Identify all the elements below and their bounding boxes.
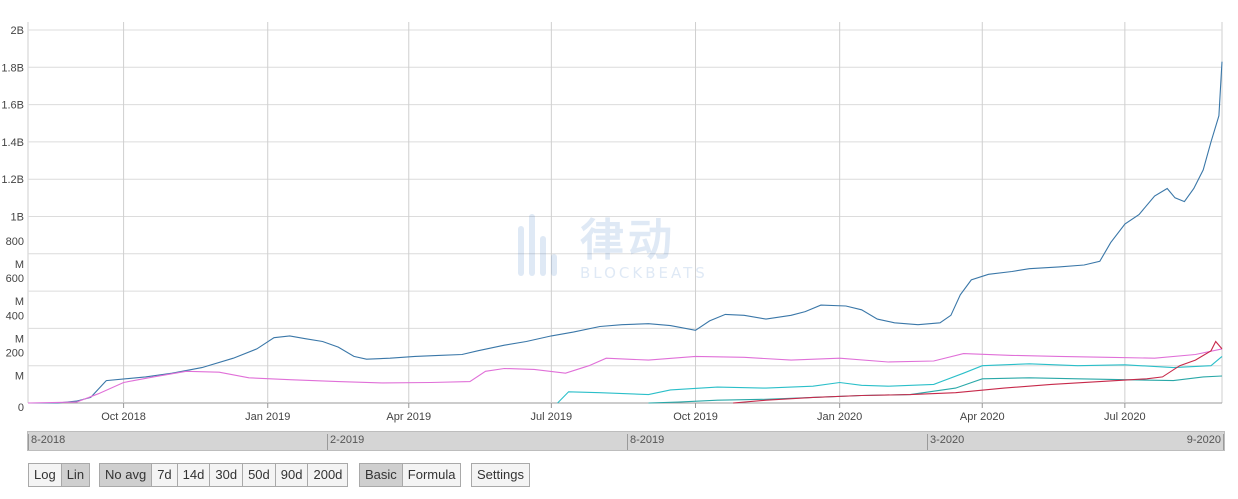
blockbeats-watermark-logo: 律动 BLOCKBEATS bbox=[518, 210, 728, 282]
y-axis-ticks: 0 200 M 400 M 600 M 800 M 1B 1.2B 1.4B 1.6B 1.8B 2B bbox=[1, 25, 24, 414]
settings-button[interactable]: Settings bbox=[471, 463, 530, 487]
x-tick-label: Apr 2019 bbox=[386, 411, 431, 423]
x-tick-label: Jul 2019 bbox=[531, 411, 573, 423]
y-tick-label: 1.2B bbox=[1, 174, 24, 186]
y-tick-label: 1.6B bbox=[1, 100, 24, 112]
watermark-cn: 律动 bbox=[580, 215, 676, 266]
avg-7d-button[interactable]: 7d bbox=[151, 463, 178, 487]
y-tick-label: 200 M bbox=[6, 348, 24, 383]
no-avg-button[interactable]: No avg bbox=[99, 463, 153, 487]
navigator-label: 8-2018 bbox=[28, 434, 65, 450]
average-toggle: No avg 7d 14d 30d 50d 90d 200d bbox=[99, 463, 349, 487]
log-scale-button[interactable]: Log bbox=[28, 463, 62, 487]
watermark-en: BLOCKBEATS bbox=[580, 264, 708, 282]
x-tick-label: Jul 2020 bbox=[1104, 411, 1146, 423]
x-tick-label: Jan 2020 bbox=[817, 411, 862, 423]
y-tick-label: 600 M bbox=[6, 273, 24, 308]
navigator-label: 2-2019 bbox=[327, 434, 364, 450]
avg-14d-button[interactable]: 14d bbox=[176, 463, 211, 487]
x-tick-label: Apr 2020 bbox=[960, 411, 1005, 423]
series-line-3 bbox=[557, 355, 1223, 404]
y-tick-label: 0 bbox=[18, 402, 24, 414]
y-tick-label: 1.4B bbox=[1, 137, 24, 149]
y-tick-label: 800 M bbox=[6, 236, 24, 271]
series-line-5 bbox=[733, 340, 1223, 404]
navigator-label: 3-2020 bbox=[927, 434, 964, 450]
watermark-bars-icon bbox=[518, 214, 560, 276]
series-line-4 bbox=[648, 375, 1223, 404]
y-tick-label: 1.8B bbox=[1, 62, 24, 74]
scale-toggle: Log Lin bbox=[28, 463, 91, 487]
navigator-label: 9-2020 bbox=[1187, 434, 1224, 450]
series-lines bbox=[27, 61, 1223, 404]
avg-200d-button[interactable]: 200d bbox=[307, 463, 349, 487]
avg-50d-button[interactable]: 50d bbox=[242, 463, 276, 487]
avg-90d-button[interactable]: 90d bbox=[274, 463, 309, 487]
range-navigator[interactable]: 8-2018 2-2019 8-2019 3-2020 9-2020 bbox=[27, 431, 1225, 451]
y-tick-label: 1B bbox=[11, 212, 24, 224]
x-tick-label: Oct 2018 bbox=[101, 411, 146, 423]
x-tick-label: Jan 2019 bbox=[245, 411, 290, 423]
avg-30d-button[interactable]: 30d bbox=[209, 463, 244, 487]
basic-mode-button[interactable]: Basic bbox=[359, 463, 403, 487]
line-chart: 0 200 M 400 M 600 M 800 M 1B 1.2B 1.4B 1.6B 1.8B 2B Oc… bbox=[1, 22, 1223, 423]
formula-mode-button[interactable]: Formula bbox=[401, 463, 462, 487]
mode-toggle: Basic Formula bbox=[359, 463, 462, 487]
settings-group: Settings bbox=[471, 463, 530, 487]
y-tick-label: 400 M bbox=[6, 310, 24, 345]
lin-scale-button[interactable]: Lin bbox=[60, 463, 91, 487]
series-line-1 bbox=[28, 61, 1223, 404]
navigator-label: 8-2019 bbox=[627, 434, 664, 450]
grid-lines bbox=[27, 22, 1223, 408]
y-tick-label: 2B bbox=[11, 25, 24, 37]
x-tick-label: Oct 2019 bbox=[673, 411, 718, 423]
series-line-2 bbox=[27, 348, 1223, 404]
x-axis-ticks: Oct 2018 Jan 2019 Apr 2019 Jul 2019 Oct 2019… bbox=[101, 411, 1145, 423]
